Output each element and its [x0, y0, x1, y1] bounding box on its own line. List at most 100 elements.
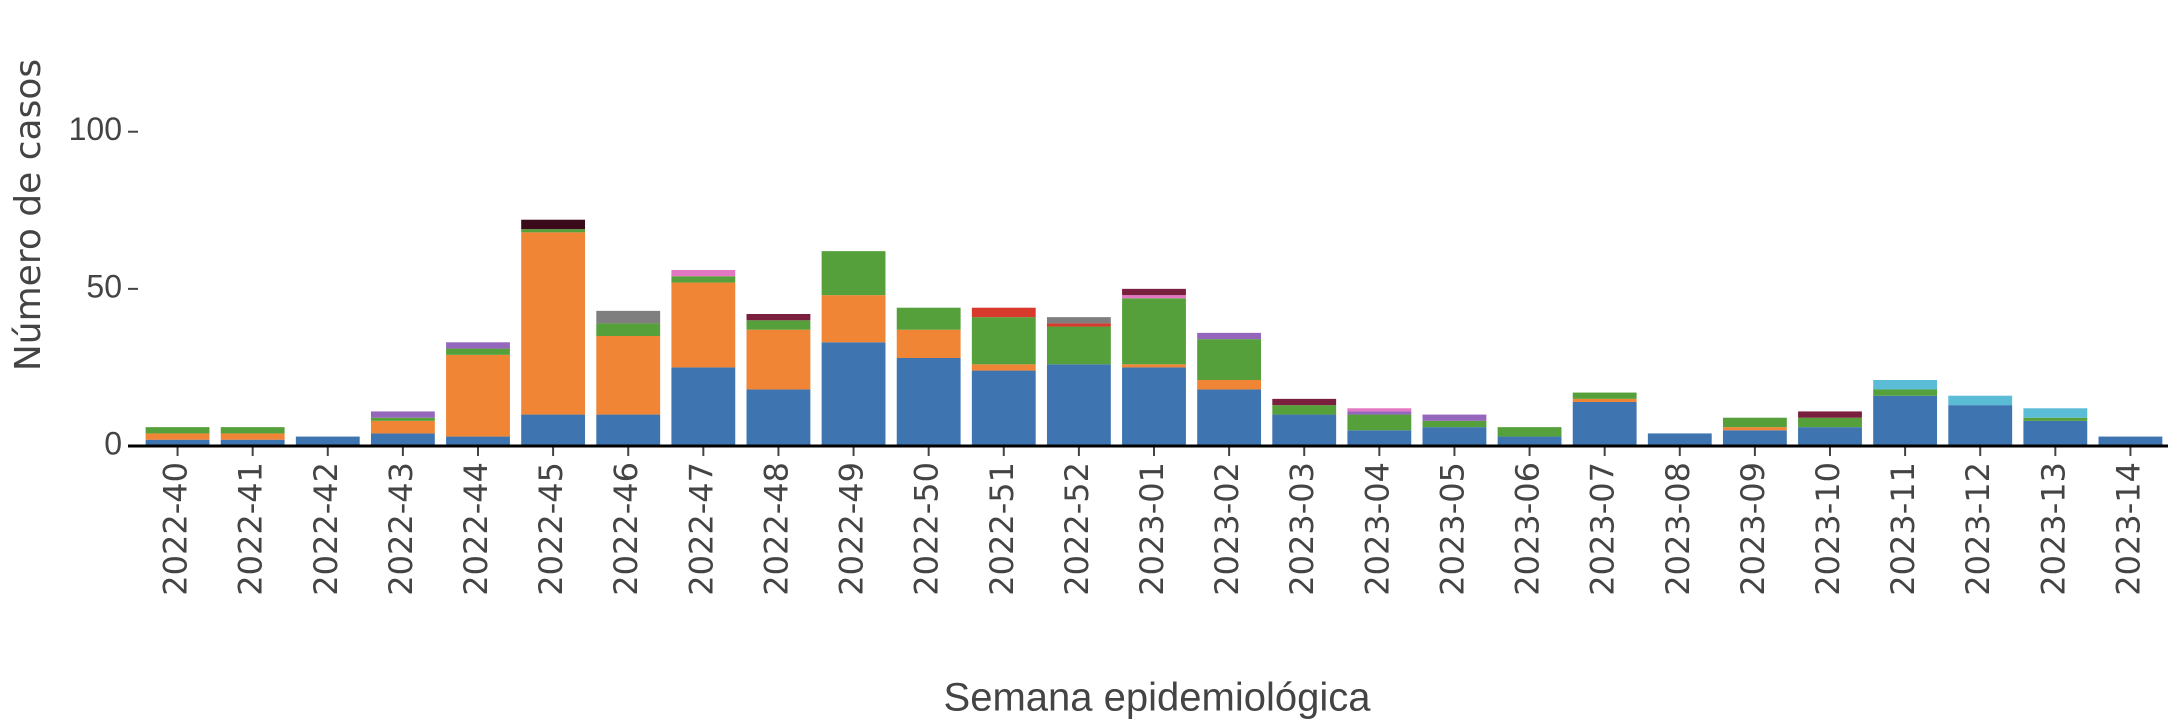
- bar-segment: [596, 414, 661, 446]
- x-tick-label: 2023-11: [1884, 462, 1922, 596]
- x-tick-label: 2023-14: [2109, 462, 2147, 596]
- bar-segment: [671, 282, 736, 368]
- bar-segment: [1272, 405, 1337, 415]
- bar-segment: [1873, 395, 1938, 446]
- bar-segment: [1422, 414, 1487, 421]
- bar-segment: [971, 370, 1036, 446]
- bar-segment: [521, 229, 586, 233]
- bar-segment: [370, 420, 435, 434]
- bar-segment: [1347, 430, 1412, 446]
- x-tick-label: 2022-40: [157, 462, 195, 596]
- bar-segment: [1122, 367, 1186, 446]
- bar-segment: [1272, 414, 1337, 446]
- x-tick-label: 2023-01: [1133, 462, 1171, 596]
- x-axis-title: Semana epidemiológica: [944, 676, 1372, 720]
- bar-segment: [1046, 317, 1111, 324]
- bar-segment: [971, 364, 1036, 371]
- bar-segment: [446, 354, 510, 437]
- x-tick-label: 2023-02: [1208, 462, 1246, 596]
- bar-segment: [896, 329, 961, 358]
- x-tick-label: 2022-47: [682, 462, 720, 596]
- bar-segment: [896, 358, 961, 446]
- bar-segment: [1197, 332, 1262, 340]
- bar-segment: [1122, 288, 1186, 296]
- bar-segment: [596, 336, 661, 415]
- bar-segment: [1347, 411, 1412, 415]
- x-tick-label: 2022-44: [457, 462, 495, 596]
- bar-segment: [1197, 380, 1262, 390]
- bar-segment: [746, 389, 811, 446]
- bar-segment: [746, 314, 811, 321]
- bar-segment: [521, 219, 586, 230]
- bar-segment: [1422, 427, 1487, 446]
- bar-segment: [1122, 298, 1186, 365]
- bar-segment: [1122, 295, 1186, 299]
- bar-segment: [1272, 398, 1337, 406]
- x-tick-label: 2022-45: [532, 462, 570, 596]
- bar-segment: [446, 348, 510, 355]
- bar-segment: [971, 307, 1036, 318]
- x-tick-label: 2023-10: [1809, 462, 1847, 596]
- bar-segment: [746, 320, 811, 330]
- bar-segment: [521, 232, 586, 415]
- x-tick-label: 2022-48: [757, 462, 795, 596]
- x-tick-label: 2023-06: [1509, 462, 1547, 596]
- y-tick-label: 50: [86, 268, 122, 304]
- bar-segment: [896, 307, 961, 330]
- x-tick-label: 2023-07: [1584, 462, 1622, 596]
- x-tick-label: 2022-46: [607, 462, 645, 596]
- bar-segment: [1046, 323, 1111, 327]
- bar-segment: [145, 427, 210, 434]
- bar-segment: [1046, 364, 1111, 446]
- bar-segment: [220, 427, 285, 434]
- bar-segment: [1572, 392, 1637, 399]
- bar-segment: [1572, 402, 1637, 446]
- x-tick-label: 2022-42: [307, 462, 345, 596]
- bar-segment: [1422, 420, 1487, 428]
- x-tick-label: 2022-52: [1058, 462, 1096, 596]
- bar-segment: [821, 295, 886, 343]
- bar-segment: [220, 433, 285, 440]
- bar-segment: [596, 310, 661, 324]
- bar-segment: [1873, 380, 1938, 390]
- x-tick-label: 2023-04: [1358, 462, 1396, 596]
- x-tick-label: 2023-03: [1283, 462, 1321, 596]
- bar-segment: [145, 433, 210, 440]
- bar-segment: [821, 342, 886, 446]
- bar-segment: [1572, 398, 1637, 402]
- bar-segment: [971, 317, 1036, 365]
- bar-segment: [1873, 389, 1938, 396]
- bar-segment: [1197, 389, 1262, 446]
- bar-segment: [370, 417, 435, 421]
- bar-segment: [2023, 417, 2088, 421]
- bar-segment: [1122, 364, 1186, 368]
- bar-segment: [1948, 395, 2013, 406]
- x-tick-label: 2022-43: [382, 462, 420, 596]
- bar-segment: [295, 436, 360, 446]
- bar-segment: [1722, 430, 1787, 446]
- bar-segment: [671, 276, 736, 283]
- bar-segment: [145, 439, 210, 446]
- bar-segment: [1798, 427, 1862, 446]
- x-tick-label: 2023-05: [1433, 462, 1471, 596]
- bar-segment: [2023, 408, 2088, 418]
- bar-segment: [671, 367, 736, 446]
- bar-segment: [1497, 436, 1562, 446]
- bar-segment: [821, 251, 886, 296]
- x-tick-label: 2022-50: [908, 462, 946, 596]
- x-tick-label: 2022-49: [833, 462, 871, 596]
- x-tick-label: 2022-41: [232, 462, 270, 596]
- x-tick-label: 2023-12: [1959, 462, 1997, 596]
- x-tick-label: 2023-09: [1734, 462, 1772, 596]
- bar-segment: [596, 323, 661, 336]
- bar-segment: [2098, 436, 2163, 446]
- bar-segment: [446, 436, 510, 446]
- bar-segment: [746, 329, 811, 390]
- bar-segment: [1647, 433, 1712, 446]
- y-tick-label: 0: [104, 425, 122, 461]
- bar-segment: [1948, 405, 2013, 446]
- bar-segment: [220, 439, 285, 446]
- bar-segment: [1798, 411, 1862, 418]
- bar-segment: [1347, 408, 1412, 412]
